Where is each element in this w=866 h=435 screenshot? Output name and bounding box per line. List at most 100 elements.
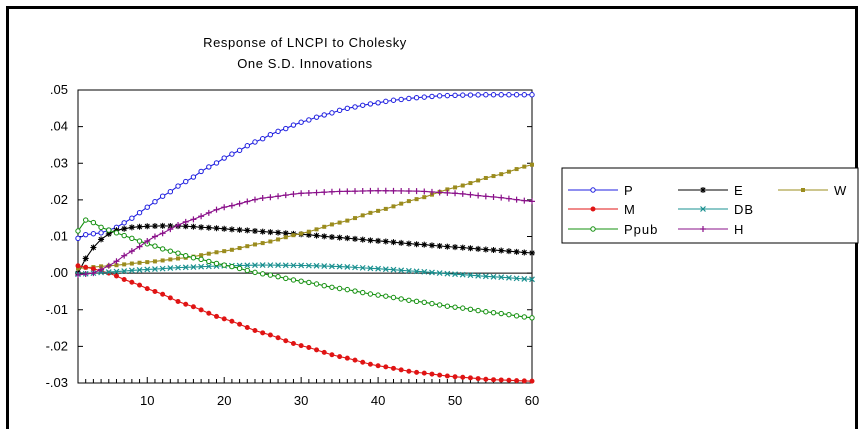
data-point-e [398, 239, 405, 246]
legend-label-p: P [624, 183, 634, 198]
legend-label-h: H [734, 222, 744, 237]
data-point-p [313, 114, 320, 120]
data-point-e [128, 224, 135, 231]
data-point-e [459, 244, 466, 251]
data-point-ppub [360, 289, 366, 296]
y-tick-label: .00 [50, 265, 68, 280]
data-point-ppub [444, 303, 451, 309]
data-point-p [90, 231, 97, 237]
data-point-w [337, 220, 342, 225]
data-point-db [390, 266, 397, 273]
chart-title-line-1: Response of LNCPI to Cholesky [203, 35, 407, 50]
data-point-w [530, 162, 534, 167]
data-point-w [99, 264, 104, 269]
legend-item-db: DB [678, 202, 753, 217]
data-point-h [136, 243, 143, 250]
data-point-p [360, 102, 366, 108]
x-tick-label: 20 [217, 393, 231, 408]
data-point-w [460, 183, 465, 188]
data-point-p [367, 101, 374, 107]
data-point-w [376, 208, 381, 213]
data-point-h [505, 195, 512, 202]
x-tick-label: 60 [525, 393, 539, 408]
data-point-h [175, 222, 182, 229]
data-point-p [529, 92, 535, 98]
data-point-h [398, 187, 405, 194]
data-point-m [290, 340, 296, 346]
data-point-db [429, 269, 435, 276]
legend-label-e: E [734, 183, 744, 198]
data-point-e [321, 233, 328, 240]
data-point-db [329, 263, 335, 270]
legend-box [561, 167, 859, 244]
data-point-w [252, 242, 257, 247]
data-point-db [498, 274, 505, 281]
data-point-p [283, 125, 289, 132]
data-point-e [82, 255, 89, 262]
data-point-h [90, 270, 97, 277]
data-point-w [152, 259, 157, 264]
data-point-db [105, 269, 112, 275]
y-tick-label: .02 [50, 192, 68, 207]
data-point-m [437, 372, 443, 378]
data-point-ppub [190, 255, 197, 261]
data-point-e [144, 223, 151, 230]
y-tick-label: -.03 [46, 375, 68, 390]
series-line-m [77, 265, 533, 382]
series-line-db [77, 264, 533, 280]
data-point-p [144, 204, 150, 210]
data-point-p [513, 92, 520, 98]
data-point-e [352, 235, 359, 242]
data-point-ppub [506, 311, 512, 318]
data-point-ppub [213, 260, 220, 267]
data-point-db [444, 270, 451, 277]
data-point-e [244, 227, 251, 234]
data-point-db [513, 275, 520, 282]
data-point-w [345, 218, 350, 223]
data-point-e [475, 245, 482, 252]
data-point-p [136, 209, 143, 216]
data-point-h [267, 194, 274, 201]
y-tick-label: .05 [50, 82, 68, 97]
data-point-e [213, 225, 220, 232]
data-point-h [159, 230, 166, 237]
data-point-p [429, 93, 435, 100]
data-point-ppub [175, 250, 181, 256]
data-point-p [198, 168, 204, 175]
data-point-p [275, 128, 281, 135]
data-point-db [298, 262, 305, 269]
data-point-m [406, 368, 412, 374]
data-point-p [98, 230, 104, 236]
data-point-ppub [229, 263, 235, 270]
data-point-p [82, 231, 89, 238]
data-point-db [267, 262, 274, 269]
data-point-ppub [290, 277, 297, 283]
data-point-m [352, 357, 358, 363]
plot-area: .05 .04 .03 .02 .01 .00 -.01 -.02 -.03 10 20 30 40 50… [46, 82, 540, 408]
series-db [75, 262, 535, 283]
data-point-ppub [259, 271, 266, 277]
data-point-m [252, 327, 258, 333]
data-point-m [75, 263, 81, 269]
data-point-m [390, 365, 396, 371]
data-point-db [144, 266, 151, 273]
data-point-w [406, 199, 411, 204]
data-point-m [521, 378, 527, 384]
data-point-e [90, 244, 97, 251]
data-point-h [313, 189, 320, 196]
data-point-h [105, 262, 112, 269]
data-point-p [236, 147, 243, 154]
data-point-ppub [467, 306, 474, 312]
data-point-m [275, 335, 281, 341]
data-point-h [428, 188, 435, 195]
data-point-ppub [106, 227, 112, 233]
data-point-w [229, 247, 234, 252]
legend-marker-h [700, 226, 706, 232]
data-point-w [414, 197, 419, 202]
data-point-h [282, 192, 289, 199]
data-point-ppub [313, 281, 320, 287]
data-point-w [291, 233, 296, 238]
data-point-p [159, 193, 166, 199]
data-point-db [436, 270, 443, 277]
data-point-db [344, 263, 351, 270]
